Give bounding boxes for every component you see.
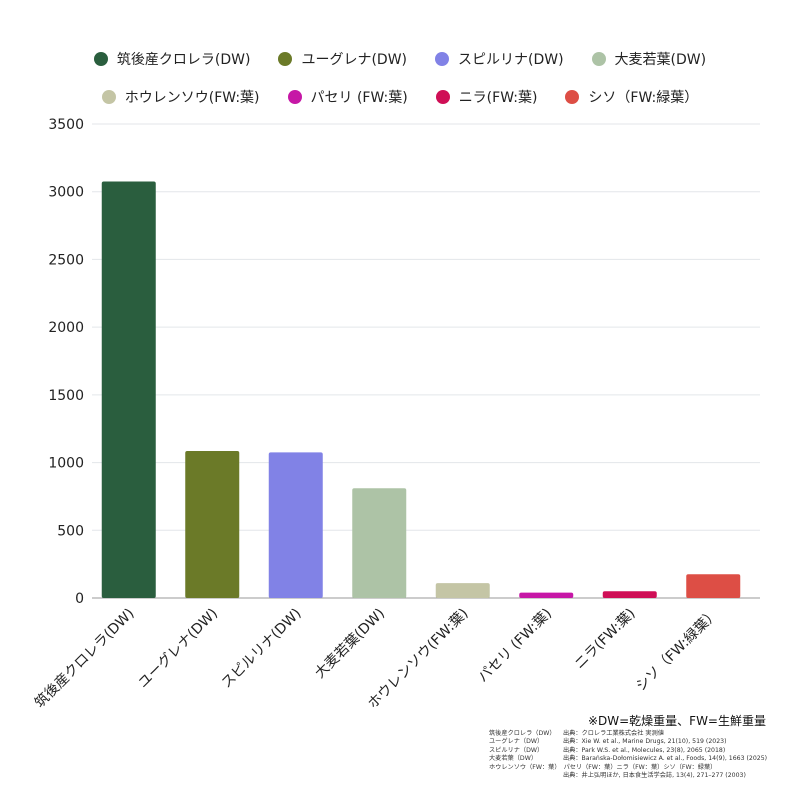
source-text: 出典：Barańska-Dołomisiewicz A. et al., Foo…	[563, 755, 768, 763]
source-row: ホウレンソウ（FW：葉） パセリ（FW：葉）ニラ（FW：葉）シソ（FW：緑葉）	[489, 764, 767, 772]
source-row: 大麦若葉（DW） 出典：Barańska-Dołomisiewicz A. et …	[489, 755, 767, 763]
x-tick-label: スピルリナ(DW)	[219, 606, 305, 692]
legend-item[interactable]: ニラ(FW:葉)	[435, 87, 538, 107]
legend-marker	[278, 52, 293, 66]
y-tick-label: 2000	[48, 320, 84, 336]
y-tick-label: 1500	[48, 388, 84, 404]
legend-row-1: 筑後産クロレラ(DW) ユーグレナ(DW) スピルリナ(DW) 大麦若葉(DW)	[0, 49, 800, 69]
source-row: スピルリナ（DW） 出典：Park W.S. et al., Molecules,…	[489, 747, 767, 755]
x-tick-label: ユーグレナ(DW)	[135, 606, 221, 692]
legend-item[interactable]: ユーグレナ(DW)	[278, 49, 407, 69]
source-text: パセリ（FW：葉）ニラ（FW：葉）シソ（FW：緑葉）	[563, 763, 717, 771]
legend-marker	[565, 90, 580, 104]
bar	[519, 592, 574, 598]
source-row: 筑後産クロレラ（DW） 出典：クロレラ工業株式会社 実測値	[489, 730, 767, 738]
x-tick-label: 筑後産クロレラ(DW)	[32, 606, 138, 712]
source-text: 出典：井上弘明ほか, 日本食生活学会誌, 13(4), 271–277 (200…	[563, 772, 746, 780]
legend-item[interactable]: スピルリナ(DW)	[435, 49, 564, 69]
bar	[435, 583, 490, 598]
y-tick-label: 2500	[48, 252, 84, 268]
x-tick-label: 大麦若葉(DW)	[312, 606, 388, 682]
source-row: 出典：井上弘明ほか, 日本食生活学会誌, 13(4), 271–277 (200…	[489, 772, 767, 780]
source-name: ホウレンソウ（FW：葉）	[489, 763, 561, 771]
legend-label: 筑後産クロレラ(DW)	[116, 52, 251, 68]
legend-marker	[101, 90, 116, 104]
legend-label: パセリ (FW:葉)	[310, 90, 408, 106]
bar	[185, 451, 240, 598]
footnote: ※DW=乾燥重量、FW=生鮮重量	[587, 714, 766, 728]
source-text: 出典：Park W.S. et al., Molecules, 23(8), 2…	[563, 746, 726, 754]
legend-marker	[287, 90, 302, 104]
sources-block: 筑後産クロレラ（DW） 出典：クロレラ工業株式会社 実測値 ユーグレナ（DW） 出典…	[489, 730, 767, 780]
source-name: ユーグレナ（DW）	[489, 738, 544, 746]
legend-row-2: ホウレンソウ(FW:葉) パセリ (FW:葉) ニラ(FW:葉) シソ（FW:緑…	[0, 87, 800, 107]
x-tick-label: シソ（FW:緑葉）	[633, 606, 722, 695]
y-tick-label: 0	[75, 591, 84, 607]
legend-label: ユーグレナ(DW)	[301, 52, 407, 68]
source-text: 出典：クロレラ工業株式会社 実測値	[563, 730, 664, 737]
legend-label: ニラ(FW:葉)	[458, 90, 538, 106]
legend-item[interactable]: パセリ (FW:葉)	[287, 87, 408, 107]
legend-marker	[93, 52, 108, 66]
x-tick-label: ニラ(FW:葉)	[572, 606, 639, 673]
legend-label: ホウレンソウ(FW:葉)	[124, 90, 260, 106]
bar	[268, 452, 323, 598]
y-tick-label: 3500	[48, 117, 84, 133]
source-row: ユーグレナ（DW） 出典：Xie W. et al., Marine Drugs,…	[489, 738, 767, 746]
legend-marker	[591, 52, 606, 66]
bar	[686, 574, 741, 598]
y-tick-label: 3000	[48, 185, 84, 201]
bar	[602, 591, 657, 598]
y-tick-label: 500	[57, 523, 84, 539]
legend-label: スピルリナ(DW)	[458, 52, 564, 68]
bar	[352, 488, 407, 598]
legend-item[interactable]: 大麦若葉(DW)	[591, 49, 707, 69]
source-name: スピルリナ（DW）	[489, 746, 544, 754]
legend-item[interactable]: ホウレンソウ(FW:葉)	[101, 87, 260, 107]
source-text: 出典：Xie W. et al., Marine Drugs, 21(10), …	[563, 738, 727, 746]
legend-marker	[435, 90, 450, 104]
legend-label: シソ（FW:緑葉）	[588, 90, 699, 106]
legend-item[interactable]: 筑後産クロレラ(DW)	[93, 49, 251, 69]
source-name: 筑後産クロレラ（DW）	[489, 730, 556, 737]
legend-label: 大麦若葉(DW)	[614, 52, 707, 68]
legend-item[interactable]: シソ（FW:緑葉）	[565, 87, 698, 107]
y-tick-label: 1000	[48, 456, 84, 472]
legend-marker	[435, 52, 449, 66]
source-name: 大麦若葉（DW）	[489, 755, 538, 763]
bar	[101, 181, 156, 599]
x-tick-label: パセリ (FW:葉)	[475, 606, 555, 686]
